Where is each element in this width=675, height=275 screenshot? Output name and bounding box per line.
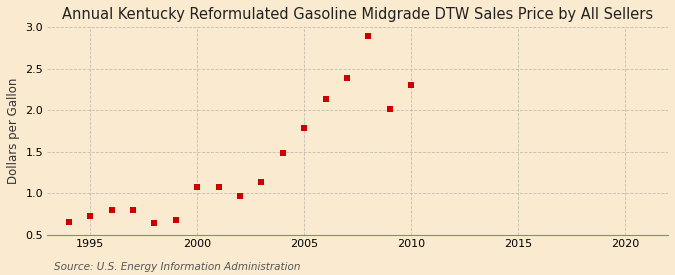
Point <box>170 218 181 222</box>
Point <box>63 220 74 224</box>
Text: Source: U.S. Energy Information Administration: Source: U.S. Energy Information Administ… <box>54 262 300 272</box>
Point <box>192 185 202 189</box>
Point <box>85 214 96 219</box>
Point <box>149 221 160 225</box>
Point <box>106 208 117 212</box>
Point <box>277 151 288 156</box>
Point <box>256 180 267 185</box>
Point <box>299 126 310 131</box>
Point <box>235 194 246 199</box>
Point <box>342 76 352 80</box>
Point <box>406 83 416 87</box>
Title: Annual Kentucky Reformulated Gasoline Midgrade DTW Sales Price by All Sellers: Annual Kentucky Reformulated Gasoline Mi… <box>62 7 653 22</box>
Point <box>320 97 331 102</box>
Y-axis label: Dollars per Gallon: Dollars per Gallon <box>7 78 20 184</box>
Point <box>128 208 138 212</box>
Point <box>363 33 374 38</box>
Point <box>213 185 224 189</box>
Point <box>385 107 396 112</box>
